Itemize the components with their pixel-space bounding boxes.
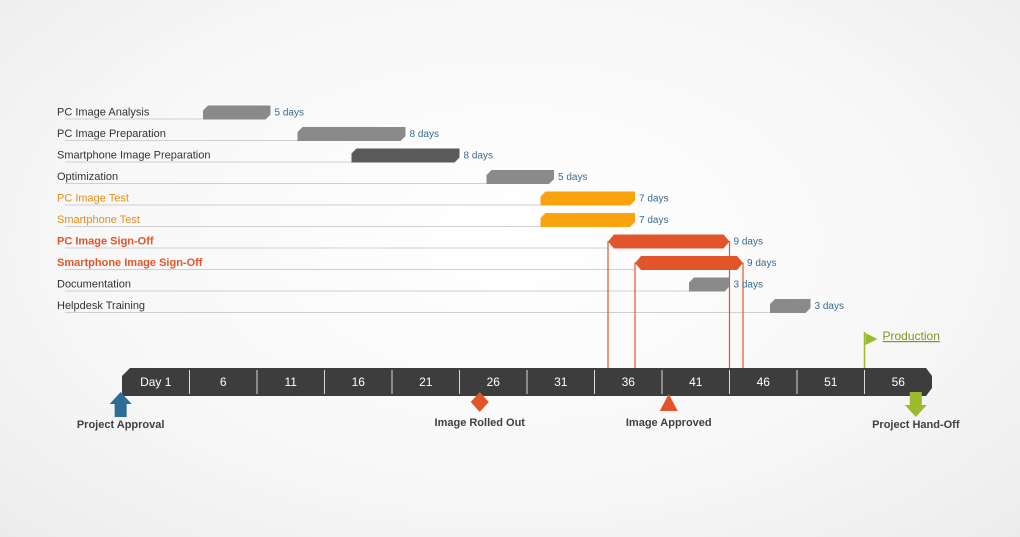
milestones: Project Approval Image Rolled Out Image Ap… bbox=[77, 392, 960, 431]
timescale-label: 46 bbox=[757, 375, 771, 389]
milestone-marker-image-approved[interactable] bbox=[659, 394, 678, 411]
task-label-smartphone-image-preparation: Smartphone Image Preparation bbox=[57, 150, 210, 162]
timescale-label: 41 bbox=[689, 375, 703, 389]
duration-label-pc-image-preparation: 8 days bbox=[410, 129, 439, 140]
timescale-label: 11 bbox=[285, 375, 298, 389]
task-bar-smartphone-test[interactable] bbox=[540, 213, 636, 227]
flag-icon bbox=[865, 333, 878, 345]
timescale-label: Day 1 bbox=[140, 375, 172, 389]
timescale-label: 36 bbox=[622, 375, 636, 389]
flag-label-production[interactable]: Production bbox=[883, 329, 940, 343]
timescale-label: 56 bbox=[892, 375, 906, 389]
duration-label-optimization: 5 days bbox=[558, 172, 587, 183]
duration-label-documentation: 3 days bbox=[734, 280, 763, 291]
timescale-label: 51 bbox=[824, 375, 838, 389]
duration-label-helpdesk-training: 3 days bbox=[815, 301, 844, 312]
milestone-marker-image-rolled-out[interactable] bbox=[470, 392, 489, 412]
duration-label-pc-image-sign-off: 9 days bbox=[734, 237, 763, 248]
duration-label-smartphone-image-preparation: 8 days bbox=[464, 151, 493, 162]
task-label-documentation: Documentation bbox=[57, 279, 131, 291]
task-bar-pc-image-test[interactable] bbox=[540, 191, 636, 206]
timescale-label: 21 bbox=[419, 375, 433, 389]
milestone-marker-project-hand-off[interactable] bbox=[904, 392, 927, 417]
duration-label-pc-image-test: 7 days bbox=[639, 194, 668, 205]
task-label-helpdesk-training: Helpdesk Training bbox=[57, 300, 145, 312]
timescale-label: 31 bbox=[554, 375, 568, 389]
milestone-label-project-approval: Project Approval bbox=[77, 419, 165, 431]
duration-label-smartphone-test: 7 days bbox=[639, 215, 668, 226]
task-bar-smartphone-image-sign-off[interactable] bbox=[635, 256, 743, 270]
milestone-marker-project-approval[interactable] bbox=[109, 392, 132, 417]
duration-label-pc-image-analysis: 5 days bbox=[275, 108, 304, 119]
milestone-label-image-approved: Image Approved bbox=[626, 417, 712, 429]
timeline: Day 1 6 11 16 21 26 31 36 41 46 51 56 bbox=[122, 368, 932, 396]
milestone-label-project-hand-off: Project Hand-Off bbox=[872, 419, 960, 431]
task-label-optimization: Optimization bbox=[57, 171, 118, 183]
timescale-label: 6 bbox=[220, 375, 227, 389]
task-label-pc-image-test: PC Image Test bbox=[57, 193, 129, 205]
duration-label-smartphone-image-sign-off: 9 days bbox=[747, 258, 776, 269]
task-bar-helpdesk-training[interactable] bbox=[770, 299, 811, 313]
task-bar-smartphone-image-preparation[interactable] bbox=[351, 148, 460, 163]
task-label-pc-image-sign-off: PC Image Sign-Off bbox=[57, 236, 154, 248]
task-label-pc-image-analysis: PC Image Analysis bbox=[57, 107, 150, 119]
timescale-label: 16 bbox=[352, 375, 366, 389]
task-bar-optimization[interactable] bbox=[486, 170, 555, 184]
task-bar-pc-image-analysis[interactable] bbox=[203, 105, 271, 120]
production-flag: Production bbox=[863, 329, 940, 368]
leader-lines bbox=[65, 118, 770, 313]
timescale-label: 26 bbox=[487, 375, 501, 389]
task-rows: PC Image Analysis 5 days PC Image Preparat… bbox=[57, 105, 844, 313]
task-bar-pc-image-preparation[interactable] bbox=[297, 127, 406, 141]
task-label-smartphone-image-sign-off: Smartphone Image Sign-Off bbox=[57, 257, 203, 269]
task-bar-pc-image-sign-off[interactable] bbox=[608, 234, 730, 249]
task-bar-documentation[interactable] bbox=[689, 277, 730, 292]
milestone-label-image-rolled-out: Image Rolled Out bbox=[435, 417, 526, 429]
task-label-smartphone-test: Smartphone Test bbox=[57, 214, 140, 226]
task-label-pc-image-preparation: PC Image Preparation bbox=[57, 128, 166, 140]
